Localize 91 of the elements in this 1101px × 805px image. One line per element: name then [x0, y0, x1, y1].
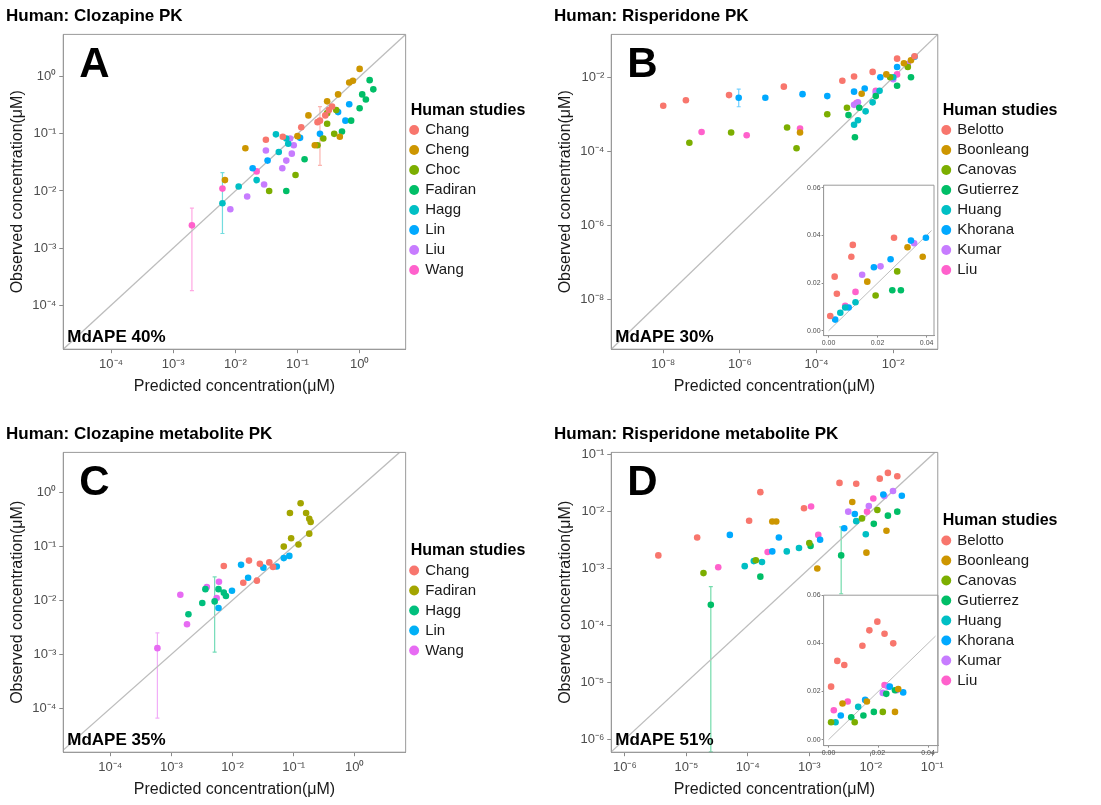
legend-title: Human studies [942, 100, 1058, 118]
y-tick-label: 10⁻¹ [581, 446, 605, 462]
legend-label: Liu [957, 260, 978, 278]
legend-label: Khorana [957, 630, 1015, 648]
x-tick-label: 10⁻¹ [286, 355, 310, 371]
legend-label: Kumar [957, 240, 1002, 258]
y-axis-title: Observed concentration(μM) [8, 500, 26, 704]
legend-label: Khorana [957, 220, 1015, 238]
y-tick-label: 10⁻⁶ [580, 730, 605, 746]
y-tick-label: 10⁻¹ [33, 125, 57, 141]
y-tick-label: 10⁻⁴ [32, 699, 57, 715]
y-tick-label: 10⁻⁴ [580, 142, 605, 158]
y-tick-label: 10⁻² [33, 591, 57, 607]
annotation: MdAPE 30% [615, 327, 714, 347]
annotation: D [627, 456, 658, 504]
legend-label: Canovas [957, 570, 1017, 588]
x-tick-label: 10⁻² [221, 758, 245, 774]
legend-label: Lin [425, 620, 446, 638]
chart-title: Human: Risperidone PK [554, 5, 750, 25]
legend-label: Choc [425, 160, 461, 178]
legend-label: Belotto [957, 530, 1004, 548]
x-tick-label: 10⁰ [345, 758, 365, 774]
y-tick-label: 10⁻⁸ [580, 290, 605, 306]
y-tick-label: 10⁻³ [581, 560, 605, 576]
y-axis-title: Observed concentration(μM) [556, 90, 574, 294]
y-tick-label: 10⁻² [581, 68, 605, 84]
legend-label: Gutierrez [957, 180, 1019, 198]
x-axis-title: Predicted concentration(μM) [133, 779, 336, 797]
x-tick-label: 10⁻⁸ [651, 355, 676, 371]
y-tick-label: 10⁻⁴ [32, 296, 57, 312]
legend-label: Wang [425, 640, 464, 658]
x-tick-label: 10⁻¹ [282, 758, 306, 774]
x-tick-label: 10⁻⁶ [612, 758, 637, 774]
annotation: MdAPE 35% [67, 730, 166, 750]
legend-label: Canovas [957, 160, 1017, 178]
legend-label: Fadiran [425, 580, 476, 598]
y-tick-label: 10⁻² [33, 182, 57, 198]
legend-label: Hagg [425, 200, 461, 218]
x-tick-label: 10⁰ [349, 355, 370, 371]
chart-title: Human: Clozapine metabolite PK [6, 423, 274, 443]
x-axis-title: Predicted concentration(μM) [673, 376, 876, 394]
legend-label: Liu [425, 240, 446, 258]
x-tick-label: 10⁻⁴ [99, 355, 124, 371]
annotation: B [627, 38, 658, 86]
legend-label: Chang [425, 120, 470, 138]
y-tick-label: 10⁻² [581, 503, 605, 519]
y-axis-title: Observed concentration(μM) [8, 90, 26, 294]
legend-title: Human studies [410, 100, 526, 118]
x-tick-label: 10⁻¹ [920, 758, 945, 774]
x-tick-label: 10⁻² [859, 758, 883, 774]
y-axis-title: Observed concentration(μM) [556, 500, 574, 704]
x-tick-label: 10⁻⁵ [674, 758, 699, 774]
y-tick-label: 10⁻⁴ [580, 616, 605, 632]
y-tick-label: 10⁻³ [33, 645, 57, 661]
legend-title: Human studies [410, 541, 526, 559]
x-tick-label: 10⁻³ [161, 355, 186, 371]
x-tick-label: 10⁻⁴ [98, 758, 123, 774]
annotation: C [79, 456, 110, 504]
legend-label: Gutierrez [957, 590, 1019, 608]
legend-label: Boonleang [957, 550, 1029, 568]
y-tick-label: 10⁻¹ [33, 537, 57, 553]
y-tick-label: 10⁰ [36, 483, 57, 499]
y-tick-label: 10⁻⁶ [580, 216, 605, 232]
legend-label: Lin [425, 220, 446, 238]
x-axis-title: Predicted concentration(μM) [673, 779, 876, 797]
legend-label: Hagg [425, 600, 461, 618]
legend-label: Wang [425, 260, 464, 278]
y-tick-label: 10⁻⁵ [580, 673, 605, 689]
chart-title: Human: Risperidone metabolite PK [554, 423, 840, 443]
x-tick-label: 10⁻⁶ [728, 355, 752, 371]
x-tick-label: 10⁻⁴ [735, 758, 760, 774]
legend-title: Human studies [942, 511, 1058, 529]
legend-label: Liu [957, 670, 978, 688]
legend-label: Huang [957, 200, 1002, 218]
legend-label: Cheng [425, 140, 470, 158]
legend-label: Huang [957, 610, 1002, 628]
legend-label: Fadiran [425, 180, 476, 198]
legend-label: Chang [425, 560, 470, 578]
annotation: MdAPE 51% [615, 730, 714, 750]
legend-label: Kumar [957, 650, 1002, 668]
y-tick-label: 10⁰ [36, 68, 57, 84]
x-tick-label: 10⁻² [881, 355, 906, 371]
annotation: MdAPE 40% [67, 327, 166, 347]
annotation: A [79, 38, 110, 86]
legend-label: Belotto [957, 120, 1004, 138]
chart-title: Human: Clozapine PK [6, 5, 184, 25]
y-tick-label: 10⁻³ [33, 239, 57, 255]
x-axis-title: Predicted concentration(μM) [133, 376, 336, 394]
x-tick-label: 10⁻³ [160, 758, 184, 774]
x-tick-label: 10⁻² [223, 355, 248, 371]
legend-label: Boonleang [957, 140, 1029, 158]
